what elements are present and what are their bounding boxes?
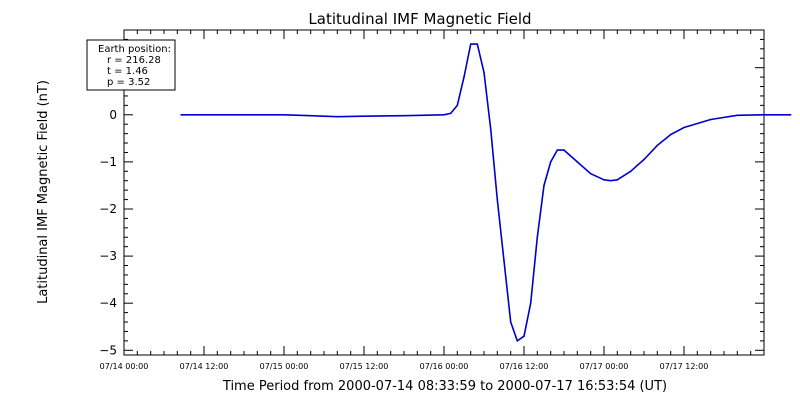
data-point xyxy=(336,115,339,118)
y-tick-label: −3 xyxy=(99,249,117,263)
data-point xyxy=(516,340,519,342)
data-point xyxy=(449,112,452,115)
data-point xyxy=(763,113,765,116)
data-point xyxy=(476,43,479,45)
axis-ticks xyxy=(123,29,764,355)
data-point xyxy=(469,43,472,45)
chart-title: Latitudinal IMF Magnetic Field xyxy=(308,10,531,28)
data-point xyxy=(576,161,579,163)
data-point xyxy=(283,113,285,116)
data-point xyxy=(180,113,182,116)
data-point xyxy=(683,126,685,129)
legend-box xyxy=(86,39,176,91)
data-point xyxy=(609,179,612,182)
data-point xyxy=(229,113,232,116)
data-point xyxy=(509,321,512,323)
data-point xyxy=(669,133,672,136)
x-tick-label: 07/17 12:00 xyxy=(660,362,709,371)
y-tick-label: −5 xyxy=(99,343,117,357)
data-point xyxy=(656,144,659,147)
data-point xyxy=(529,302,532,304)
y-tick-label: −2 xyxy=(99,202,117,216)
x-axis-label: Time Period from 2000-07-14 08:33:59 to … xyxy=(222,379,667,394)
data-point xyxy=(496,198,499,201)
legend-t-value: t = 1.46 xyxy=(107,66,148,77)
y-tick-label: −4 xyxy=(99,296,117,310)
data-point xyxy=(543,184,545,187)
series-line xyxy=(181,43,791,342)
data-point xyxy=(456,104,459,107)
legend: Earth position: r = 216.28 t = 1.46 p = … xyxy=(86,39,176,91)
x-tick-label: 07/16 00:00 xyxy=(420,362,469,371)
y-tick-label: −1 xyxy=(99,155,117,169)
data-point xyxy=(603,178,605,181)
x-tick-labels: 07/14 00:00 07/14 12:00 07/15 00:00 07/15 1… xyxy=(100,362,709,371)
data-point xyxy=(736,114,739,117)
data-point xyxy=(483,71,485,74)
data-point xyxy=(523,335,525,337)
x-tick-label: 07/14 12:00 xyxy=(180,362,229,371)
data-point xyxy=(556,149,559,151)
data-point xyxy=(536,236,539,239)
data-point xyxy=(589,172,592,175)
data-point xyxy=(309,114,312,117)
data-point xyxy=(643,158,645,161)
x-tick-label: 07/17 00:00 xyxy=(580,362,629,371)
data-point xyxy=(789,113,792,116)
data-point xyxy=(489,128,492,130)
data-point xyxy=(403,114,405,117)
y-tick-label: 0 xyxy=(109,108,117,122)
x-tick-label: 07/16 12:00 xyxy=(500,362,549,371)
x-tick-label: 07/14 00:00 xyxy=(100,362,149,371)
x-tick-label: 07/15 00:00 xyxy=(260,362,309,371)
x-tick-label: 07/15 12:00 xyxy=(340,362,389,371)
data-point xyxy=(549,161,552,163)
plot-frame xyxy=(123,29,765,356)
y-axis-label: Latitudinal IMF Magnetic Field (nT) xyxy=(36,80,51,304)
data-point xyxy=(563,149,565,151)
data-point xyxy=(616,178,619,181)
data-point xyxy=(709,118,712,121)
y-tick-labels: 10−1−2−3−4−5 xyxy=(99,61,117,358)
data-point xyxy=(463,76,465,78)
data-point xyxy=(443,113,445,116)
legend-heading: Earth position: xyxy=(98,44,171,55)
legend-r-value: r = 216.28 xyxy=(107,55,161,66)
data-point xyxy=(629,170,632,173)
legend-p-value: p = 3.52 xyxy=(107,77,150,88)
series-group xyxy=(180,43,792,342)
data-point xyxy=(363,115,365,117)
data-point xyxy=(503,259,505,262)
